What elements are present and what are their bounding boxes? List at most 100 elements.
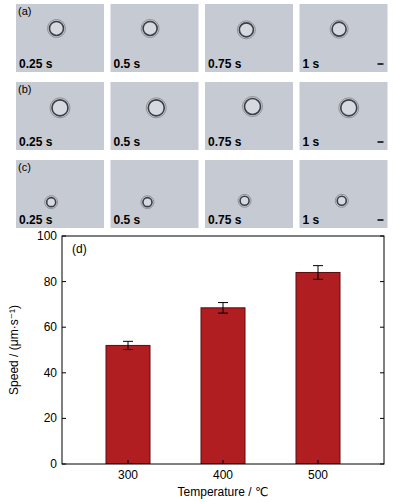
y-tick-right: [380, 236, 384, 237]
time-label: 0.5 s: [114, 213, 141, 227]
error-bar: [218, 303, 228, 313]
particle: [49, 21, 63, 35]
micrograph: [300, 4, 388, 72]
time-label: 0.25 s: [19, 57, 53, 71]
micrograph: [16, 160, 104, 228]
particle-halo: [330, 20, 348, 38]
y-tick-label: 0: [50, 457, 57, 471]
y-tick: [62, 418, 66, 419]
image-row: 0.25 s0.5 s0.75 s1 s(a): [16, 4, 388, 72]
image-row: 0.25 s0.5 s0.75 s1 s(b): [16, 82, 388, 150]
error-cap: [218, 302, 228, 303]
time-label: 1 s: [303, 213, 320, 227]
error-bar: [123, 341, 133, 349]
figure: 0.25 s 0.5 s 0.75 s 1 s (a) 0.25 s 0.5 s 0.75 s…: [0, 0, 393, 502]
time-label: 0.75 s: [208, 135, 242, 149]
y-tick-label: 20: [44, 411, 58, 425]
panel-label: (c): [18, 161, 31, 173]
scale-bar: [378, 141, 384, 143]
y-tick-label: 40: [44, 366, 58, 380]
particle: [47, 198, 56, 207]
y-tick-label: 80: [44, 275, 58, 289]
y-tick: [62, 327, 66, 328]
time-label: 0.5 s: [114, 57, 141, 71]
bar: [106, 345, 150, 464]
bar: [201, 308, 245, 464]
particle: [143, 198, 152, 207]
particle-halo: [141, 196, 154, 209]
particle: [245, 98, 261, 114]
y-tick-right: [380, 418, 384, 419]
y-tick: [62, 372, 66, 373]
particle: [52, 100, 68, 116]
micrograph: [111, 4, 199, 72]
panel-label: (a): [18, 5, 31, 17]
scale-bar: [378, 63, 384, 65]
y-tick-label: 60: [44, 320, 58, 334]
micrograph: [205, 4, 293, 72]
particle-halo: [146, 98, 166, 118]
particle: [337, 196, 346, 205]
y-tick: [62, 281, 66, 282]
error-cap: [218, 313, 228, 314]
y-tick: [62, 464, 66, 465]
time-label: 0.75 s: [208, 213, 242, 227]
x-tick: [128, 460, 129, 464]
panel-label: (d): [72, 242, 87, 256]
x-tick-label: 400: [213, 468, 233, 482]
y-tick-right: [380, 464, 384, 465]
error-stem: [223, 303, 224, 313]
x-tick: [223, 460, 224, 464]
particle: [341, 100, 357, 116]
time-label: 0.25 s: [19, 213, 53, 227]
panel-label: (b): [18, 83, 31, 95]
micrograph: [300, 160, 388, 228]
particle: [148, 100, 164, 116]
x-tick: [318, 460, 319, 464]
micrograph: [111, 160, 199, 228]
y-tick-right: [380, 281, 384, 282]
y-axis-label: Speed / (μm·s⁻¹): [7, 305, 21, 395]
scale-bar: [378, 219, 384, 221]
error-stem: [128, 341, 129, 349]
time-label: 1 s: [303, 57, 320, 71]
micrograph: [300, 82, 388, 150]
error-cap: [123, 349, 133, 350]
x-tick-label: 500: [308, 468, 328, 482]
particle-halo: [45, 196, 58, 209]
particle-halo: [141, 19, 159, 37]
micrograph: [111, 82, 199, 150]
particle-halo: [335, 194, 348, 207]
x-tick-label: 300: [118, 468, 138, 482]
y-tick-label: 100: [37, 229, 57, 243]
figure-root: 0.25 s 0.5 s 0.75 s 1 s (a) 0.25 s 0.5 s 0.75 s…: [0, 0, 393, 502]
micrograph: [205, 160, 293, 228]
particle: [143, 21, 157, 35]
time-label: 1 s: [303, 135, 320, 149]
image-row: 0.25 s 0.5 s 0.75 s 1 s (c): [16, 160, 388, 228]
particle-halo: [237, 21, 255, 39]
micrograph: [16, 82, 104, 150]
y-tick-right: [380, 372, 384, 373]
error-stem: [318, 266, 319, 280]
micrograph: [205, 82, 293, 150]
y-axis: 0 20 40 60 80 100: [37, 229, 384, 471]
y-tick-right: [380, 327, 384, 328]
x-axis-label: Temperature / ℃: [178, 485, 269, 499]
particle: [332, 22, 346, 36]
error-bar: [313, 266, 323, 280]
y-tick: [62, 236, 66, 237]
x-axis: 300 400 500: [118, 460, 328, 482]
particle-halo: [339, 98, 359, 118]
bars: [106, 266, 340, 464]
particle: [240, 196, 249, 205]
particle: [239, 23, 253, 37]
time-label: 0.25 s: [19, 135, 53, 149]
bar: [296, 272, 340, 464]
particle-halo: [243, 96, 263, 116]
plot-frame: [62, 236, 384, 464]
particle-halo: [47, 19, 65, 37]
error-cap: [123, 341, 133, 342]
error-cap: [313, 265, 323, 266]
error-cap: [313, 279, 323, 280]
